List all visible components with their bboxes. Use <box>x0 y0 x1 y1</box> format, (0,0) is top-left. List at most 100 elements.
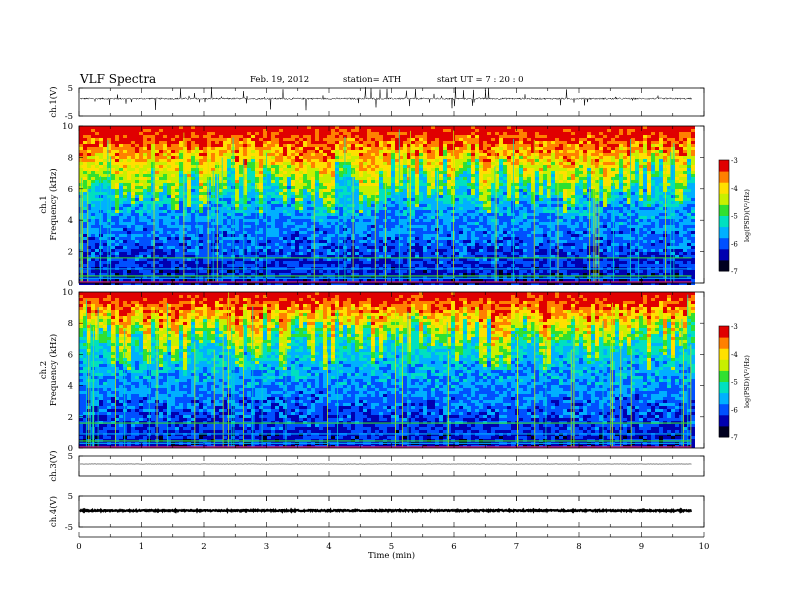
ch1-spectrogram-cell <box>183 198 187 201</box>
ch1-spectrogram-cell <box>143 144 147 147</box>
ch1-spectrogram-cell <box>155 204 159 207</box>
ch1-spectrogram-cell <box>291 240 295 243</box>
ch1-spectrogram-cell <box>255 156 259 159</box>
ch1-spectrogram-cell <box>119 219 123 222</box>
ch1-spectrogram-cell <box>91 198 95 201</box>
ch1-spectrogram-cell <box>307 252 311 255</box>
ch1-spectrogram-cell <box>287 141 291 144</box>
ch1-spectrogram-cell <box>259 168 263 171</box>
ch1-spectrogram-cell <box>223 228 227 231</box>
ch1-spectrogram-cell <box>399 255 403 258</box>
ch1-spectrogram-cell <box>363 222 367 225</box>
ch1-spectrogram-cell <box>379 243 383 246</box>
ch1-spectrogram-cell <box>111 153 115 156</box>
ch1-spectrogram-cell <box>315 201 319 204</box>
ch1-spectrogram-cell <box>183 231 187 234</box>
ch1-spectrogram-cell <box>271 216 275 219</box>
ch1-spectrogram-cell <box>279 156 283 159</box>
ch1-spectrogram-cell <box>359 204 363 207</box>
ch1-spectrogram-cell <box>187 258 191 261</box>
ch1-spectrogram-cell <box>359 153 363 156</box>
ch1-spectrogram-cell <box>259 138 263 141</box>
ch1-spectrogram-cell <box>211 126 215 129</box>
ch1-spectrogram-cell <box>119 273 123 276</box>
ch1-spectrogram-cell <box>403 273 407 276</box>
ch1-spectrogram-cell <box>387 240 391 243</box>
ch1-spectrogram-cell <box>223 237 227 240</box>
ch1-spectrogram-cell <box>163 231 167 234</box>
ch1-spectrogram-cell <box>339 168 343 171</box>
ch1-spectrogram-cell <box>431 132 435 135</box>
ch1-spectrogram-cell <box>427 156 431 159</box>
ch1-spectrogram-cell <box>135 126 139 129</box>
ch1-spectrogram-cell <box>179 276 183 279</box>
ch1-spectrogram-cell <box>411 204 415 207</box>
ch1-spectrogram-cell <box>319 252 323 255</box>
ch1-spectrogram-cell <box>307 171 311 174</box>
ch1-spectrogram-cell <box>119 189 123 192</box>
ch1-spectrogram-cell <box>115 225 119 228</box>
ch1-spectrogram-cell <box>367 159 371 162</box>
ch1-spectrogram-cell <box>219 198 223 201</box>
ch1-spectrogram-cell <box>199 180 203 183</box>
ch1-spectrogram-cell <box>355 207 359 210</box>
ch1-spectrogram-cell <box>275 246 279 249</box>
ch1-spectrogram-cell <box>315 177 319 180</box>
ch1-spectrogram-cell <box>319 261 323 264</box>
ch1-spectrogram-cell <box>307 249 311 252</box>
ch1-spectrogram-cell <box>247 213 251 216</box>
ch1-spectrogram-cell <box>439 276 443 279</box>
ch1-spectrogram-cell <box>147 222 151 225</box>
ch1-spectrogram-cell <box>323 186 327 189</box>
ch1-spectrogram-cell <box>131 141 135 144</box>
ch1-spectrogram-cell <box>263 183 267 186</box>
ch1-spectrogram-cell <box>263 144 267 147</box>
ch1-spectrogram-cell <box>259 258 263 261</box>
ch1-spectrogram-cell <box>355 150 359 153</box>
ch1-spectrogram-cell <box>283 147 287 150</box>
ch1-spectrogram-cell <box>283 258 287 261</box>
ch1-spectrogram-cell <box>339 189 343 192</box>
ch1-spectrogram-cell <box>299 168 303 171</box>
ch1-spectrogram-cell <box>115 132 119 135</box>
ch1-spectrogram-cell <box>243 207 247 210</box>
ch1-spectrogram-cell <box>159 189 163 192</box>
ch1-spectrogram-cell <box>99 171 103 174</box>
ch1-spectrogram-cell <box>203 201 207 204</box>
ch1-spectrogram-cell <box>279 144 283 147</box>
ch1-spectrogram-cell <box>103 243 107 246</box>
ch1-spectrogram-cell <box>167 129 171 132</box>
ch1-spectrogram-cell <box>419 273 423 276</box>
ch1-spectrogram-cell <box>147 237 151 240</box>
ch1-spectrogram-cell <box>435 141 439 144</box>
ch1-spectrogram-cell <box>395 201 399 204</box>
ch1-spectrogram-cell <box>311 207 315 210</box>
ch1-spectrogram-cell <box>319 216 323 219</box>
ch1-spectrogram-cell <box>131 195 135 198</box>
ch1-spectrogram-cell <box>295 204 299 207</box>
ch1-spectrogram-cell <box>87 276 91 279</box>
ch1-spectrogram-cell <box>99 147 103 150</box>
ch1-spectrogram-cell <box>371 198 375 201</box>
ch1-spectrogram-cell <box>303 177 307 180</box>
ch1-spectrogram-cell <box>155 150 159 153</box>
ch1-spectrogram-cell <box>107 243 111 246</box>
ch1-spectrogram-cell <box>419 222 423 225</box>
ch1-spectrogram-cell <box>391 156 395 159</box>
ch1-spectrogram-cell <box>431 234 435 237</box>
ch1-spectrogram-cell <box>407 126 411 129</box>
ch1-spectrogram-cell <box>287 237 291 240</box>
ch1-spectrogram-cell <box>127 156 131 159</box>
ch1-spectrogram-cell <box>447 171 451 174</box>
ch1-spectrogram-cell <box>383 171 387 174</box>
ch1-spectrogram-cell <box>111 195 115 198</box>
ch1-spectrogram-cell <box>287 162 291 165</box>
ch1-spectrogram-cell <box>427 180 431 183</box>
ch1-spectrogram-cell <box>207 147 211 150</box>
ch1-spectrogram-cell <box>391 219 395 222</box>
ch1-spectrogram-cell <box>147 258 151 261</box>
ch1-spectrogram-cell <box>335 243 339 246</box>
ch1-spectrogram-cell <box>411 213 415 216</box>
ch1-spectrogram-cell <box>287 144 291 147</box>
